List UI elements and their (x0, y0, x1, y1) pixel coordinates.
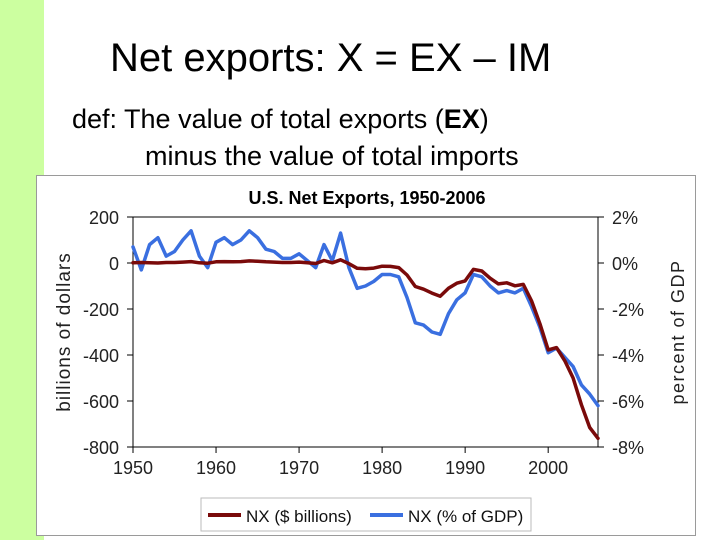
chart-frame (36, 175, 696, 536)
legend: NX ($ billions) NX (% of GDP) (200, 497, 532, 532)
definition-line-2: minus the value of total imports (145, 141, 519, 171)
x-tick-label: 1960 (196, 458, 236, 478)
x-tick-label: 1990 (445, 458, 485, 478)
chart-title: U.S. Net Exports, 1950-2006 (248, 188, 485, 208)
legend-label-nx-billions: NX ($ billions) (246, 507, 352, 526)
x-tick-label: 1980 (362, 458, 402, 478)
y-axis-right: 2% 0% -2% -4% -6% -8% (598, 208, 644, 458)
y-tick-label-right: -8% (612, 438, 644, 458)
net-exports-chart: U.S. Net Exports, 1950-2006 1950 1960 1970… (36, 175, 696, 536)
y-tick-label-left: -600 (83, 392, 119, 412)
y-tick-label-right: -6% (612, 392, 644, 412)
plot-area (132, 216, 599, 448)
definition-line-1: def: The value of total exports (EX) (72, 104, 489, 135)
y-axis-label-right: percent of GDP (668, 259, 688, 404)
y-tick-label-left: -400 (83, 346, 119, 366)
y-tick-label-left: 0 (109, 254, 119, 274)
y-tick-label-left: -200 (83, 300, 119, 320)
definition-bold: EX (443, 104, 480, 134)
slide-title: Net exports: X = EX – IM (110, 36, 552, 80)
x-tick-label: 2000 (528, 458, 568, 478)
y-tick-label-left: 200 (89, 208, 119, 228)
series-line-nx-pct-gdp (131, 229, 600, 408)
legend-label-nx-pct-gdp: NX (% of GDP) (408, 507, 523, 526)
series-line-nx-billions (131, 258, 600, 441)
x-tick-label: 1970 (279, 458, 319, 478)
series-lines (131, 229, 600, 441)
y-tick-label-right: -4% (612, 346, 644, 366)
x-tick-label: 1950 (113, 458, 153, 478)
y-tick-label-right: 2% (612, 208, 638, 228)
y-tick-label-right: 0% (612, 254, 638, 274)
y-tick-label-left: -800 (83, 438, 119, 458)
y-axis-label-left: billions of dollars (54, 252, 75, 411)
y-axis-left: 200 0 -200 -400 -600 -800 (83, 208, 133, 458)
legend-box (200, 497, 532, 532)
y-tick-label-right: -2% (612, 300, 644, 320)
x-axis: 1950 1960 1970 1980 1990 2000 (113, 447, 568, 478)
definition-prefix: def: The value of total exports ( (72, 104, 444, 134)
definition-suffix: ) (479, 104, 489, 134)
